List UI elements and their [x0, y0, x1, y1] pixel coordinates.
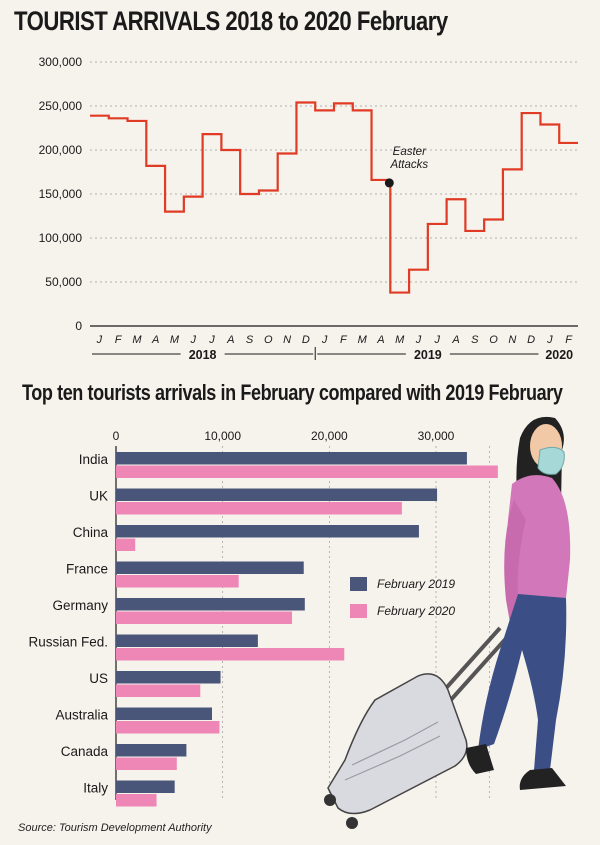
line-chart: 0 50,000 100,000 150,000 200,000 250,000 300,0… [39, 55, 578, 362]
x-month-label: A [376, 334, 384, 346]
x-month-label: A [151, 334, 159, 346]
arm [504, 500, 526, 634]
category-label: China [73, 525, 109, 540]
year-label: 2018 [189, 348, 217, 362]
x-month-label: J [415, 334, 422, 346]
bar-2020 [116, 538, 136, 551]
x-month-label: N [508, 334, 516, 346]
arrivals-line [90, 101, 578, 294]
x-month-label: O [489, 334, 498, 346]
year-label: 2020 [545, 348, 573, 362]
category-label: UK [89, 489, 108, 504]
suitcase-icon [324, 626, 512, 829]
bar-2020 [116, 794, 157, 807]
y-tick-label: 250,000 [39, 99, 83, 113]
legend-label-2019: February 2019 [377, 577, 455, 591]
x-month-label: M [170, 334, 180, 346]
x-tick-label: 10,000 [204, 429, 241, 443]
x-month-label: S [471, 334, 479, 346]
category-label: Canada [61, 744, 109, 759]
category-label: US [89, 671, 108, 686]
annotation-dot [384, 178, 394, 188]
legend-label-2020: February 2020 [377, 604, 455, 618]
x-month-label: N [283, 334, 291, 346]
x-month-label: F [340, 334, 348, 346]
x-month-label: J [546, 334, 553, 346]
y-tick-label: 100,000 [39, 231, 83, 245]
bar-2020 [116, 648, 345, 661]
x-month-label: F [565, 334, 573, 346]
bar-2019 [116, 525, 419, 538]
category-label: France [66, 562, 108, 577]
bar-2019 [116, 634, 258, 647]
shoe-left [466, 744, 494, 774]
bar-2019 [116, 671, 221, 684]
category-label: Russian Fed. [28, 635, 108, 650]
bar-2020 [116, 465, 498, 478]
bar-2019 [116, 561, 304, 574]
chart-title: TOURIST ARRIVALS 2018 to 2020 February [14, 6, 448, 36]
category-label: India [79, 452, 109, 467]
woman-with-suitcase-illustration [324, 416, 571, 829]
bar-2019 [116, 488, 438, 501]
year-label: 2019 [414, 348, 442, 362]
x-month-label: J [321, 334, 328, 346]
bar-2020 [116, 721, 220, 734]
face-mask-icon [537, 446, 565, 475]
x-tick-label: 0 [113, 429, 120, 443]
y-tick-label: 0 [75, 319, 82, 333]
jeans [478, 594, 567, 770]
bar-chart-title: Top ten tourists arrivals in February co… [22, 380, 563, 405]
source-note: Source: Tourism Development Authority [18, 822, 212, 834]
bar-2019 [116, 780, 175, 793]
x-month-label: M [358, 334, 368, 346]
x-month-label: D [527, 334, 535, 346]
y-tick-label: 300,000 [39, 55, 83, 69]
bar-2019 [116, 452, 467, 465]
bar-2020 [116, 757, 177, 770]
bar-2020 [116, 502, 402, 515]
x-month-label: M [395, 334, 405, 346]
category-label: Italy [83, 781, 108, 796]
bar-2020 [116, 611, 292, 624]
x-month-label: F [115, 334, 123, 346]
bar-2020 [116, 575, 239, 588]
x-month-label: M [132, 334, 142, 346]
y-tick-label: 150,000 [39, 187, 83, 201]
x-month-label: J [96, 334, 103, 346]
x-month-label: J [433, 334, 440, 346]
bar-2020 [116, 684, 201, 697]
legend-swatch-2019 [350, 577, 367, 591]
x-month-label: D [302, 334, 310, 346]
x-tick-label: 30,000 [418, 429, 455, 443]
bar-2019 [116, 707, 212, 720]
shirt [507, 475, 571, 601]
x-month-label: A [451, 334, 459, 346]
annotation-label: Easter [393, 146, 427, 158]
x-month-label: O [264, 334, 273, 346]
bar-2019 [116, 744, 187, 757]
x-month-label: A [226, 334, 234, 346]
y-tick-label: 50,000 [45, 275, 82, 289]
bar-2019 [116, 598, 305, 611]
x-tick-label: 20,000 [311, 429, 348, 443]
x-month-label: S [246, 334, 254, 346]
legend-swatch-2020 [350, 604, 367, 618]
category-label: Australia [55, 708, 108, 723]
y-tick-label: 200,000 [39, 143, 83, 157]
shoe-right [519, 768, 566, 790]
x-month-label: J [189, 334, 196, 346]
x-month-label: J [208, 334, 215, 346]
category-label: Germany [52, 598, 108, 613]
annotation-label: Attacks [389, 159, 428, 171]
